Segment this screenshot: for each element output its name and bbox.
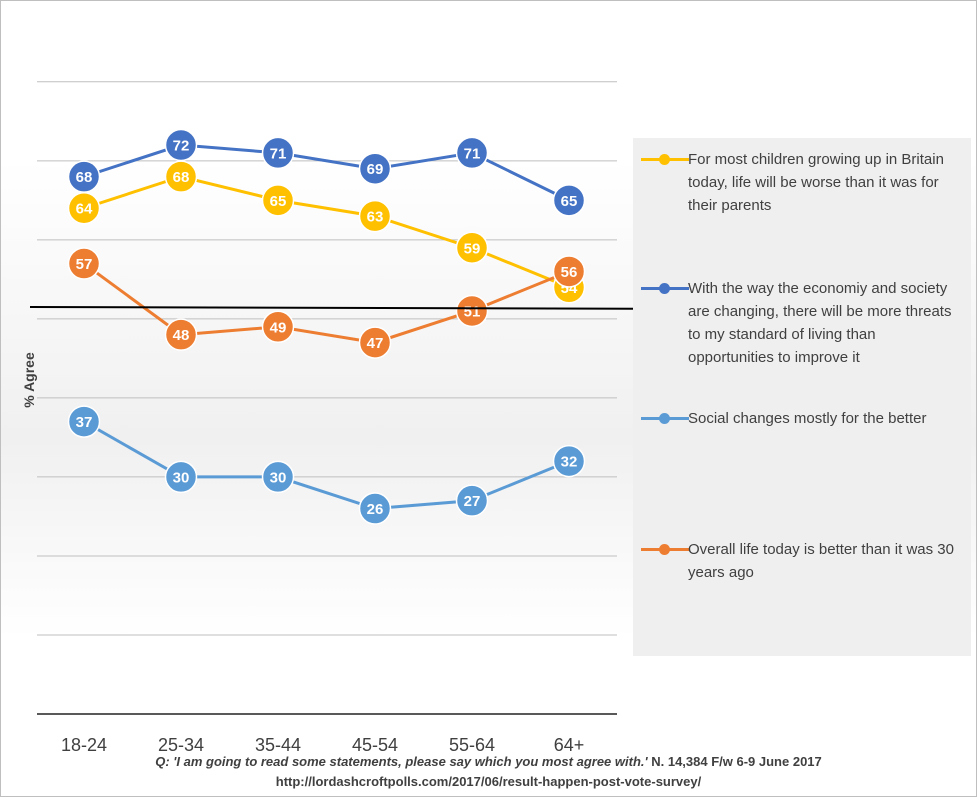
- data-point: [358, 199, 392, 233]
- data-label: 48: [173, 327, 190, 344]
- series-3: 57 48 49 47 51 56: [67, 247, 586, 359]
- data-label: 68: [173, 169, 190, 186]
- series-line: [83, 175, 570, 289]
- footnote-question: 'I am going to read some statements, ple…: [173, 754, 648, 769]
- data-point: [552, 184, 586, 217]
- legend-marker: [641, 413, 689, 425]
- data-label: 64: [76, 201, 93, 218]
- data-label: 59: [464, 240, 481, 257]
- data-label: 63: [367, 209, 384, 226]
- data-point: [358, 326, 392, 359]
- data-point: [261, 184, 295, 217]
- data-point: [67, 160, 101, 193]
- x-tick-labels: 18-24 25-34 35-44 45-54 55-64 64+: [61, 735, 584, 755]
- legend-label: For most children growing up in Britain …: [688, 151, 944, 214]
- data-label: 68: [76, 169, 93, 186]
- gridlines: [37, 81, 617, 636]
- data-point: [358, 152, 392, 185]
- data-label: 49: [270, 319, 287, 336]
- x-tick-label: 55-64: [449, 735, 495, 755]
- reference-line-50: [29, 306, 706, 310]
- data-point: [455, 136, 489, 170]
- data-point: [164, 318, 198, 351]
- data-label: 27: [464, 493, 481, 510]
- data-point: [261, 310, 295, 344]
- data-label: 56: [561, 264, 578, 281]
- data-label: 69: [367, 161, 384, 178]
- data-label: 30: [173, 469, 190, 486]
- data-label: 51: [464, 303, 481, 320]
- legend-marker: [641, 283, 689, 295]
- data-label: 71: [270, 145, 287, 162]
- data-label: 47: [367, 335, 384, 352]
- data-point: [67, 247, 101, 280]
- x-tick-label: 18-24: [61, 735, 107, 755]
- x-tick-label: 64+: [554, 735, 585, 755]
- data-point: [455, 484, 489, 517]
- data-point: [358, 492, 392, 525]
- data-label: 32: [561, 454, 578, 471]
- series-line: [83, 262, 570, 345]
- data-label: 65: [561, 193, 578, 210]
- data-point: [67, 405, 101, 438]
- legend-label: Social changes mostly for the better: [688, 410, 927, 427]
- data-label: 37: [76, 414, 93, 431]
- data-label: 30: [270, 469, 287, 486]
- data-point: [261, 460, 295, 494]
- y-axis-label: % Agree: [21, 352, 37, 408]
- footnote-source-url: http://lordashcroftpolls.com/2017/06/res…: [275, 774, 702, 789]
- legend-marker: [641, 544, 689, 556]
- data-point: [552, 255, 586, 288]
- data-point: [552, 444, 586, 478]
- footnote-details: N. 14,384 F/w 6-9 June 2017: [647, 754, 822, 769]
- data-label: 65: [270, 193, 287, 210]
- data-label: 26: [367, 501, 384, 518]
- data-point: [261, 136, 295, 170]
- data-label: 71: [464, 145, 481, 162]
- x-tick-label: 35-44: [255, 735, 301, 755]
- legend-label: Overall life today is better than it was…: [688, 541, 954, 581]
- series-line: [83, 420, 570, 511]
- legend-marker: [641, 154, 689, 166]
- data-point: [164, 128, 198, 162]
- series-2: 37 30 30 26 27 32: [67, 405, 586, 525]
- footnote-question-line: Q: 'I am going to read some statements, …: [0, 752, 977, 772]
- data-point: [164, 460, 198, 494]
- data-label: 72: [173, 138, 190, 155]
- data-point: [455, 294, 489, 328]
- footnote: Q: 'I am going to read some statements, …: [0, 752, 977, 792]
- footnote-q-prefix: Q:: [155, 754, 174, 769]
- x-tick-label: 25-34: [158, 735, 204, 755]
- data-label: 57: [76, 256, 93, 273]
- series-line: [83, 143, 570, 202]
- series-1: 68 72 71 69 71 65: [67, 128, 586, 217]
- legend-label: With the way the economiy and society ar…: [688, 280, 952, 366]
- legend: For most children growing up in Britain …: [633, 138, 971, 656]
- data-point: [455, 231, 489, 265]
- x-tick-label: 45-54: [352, 735, 398, 755]
